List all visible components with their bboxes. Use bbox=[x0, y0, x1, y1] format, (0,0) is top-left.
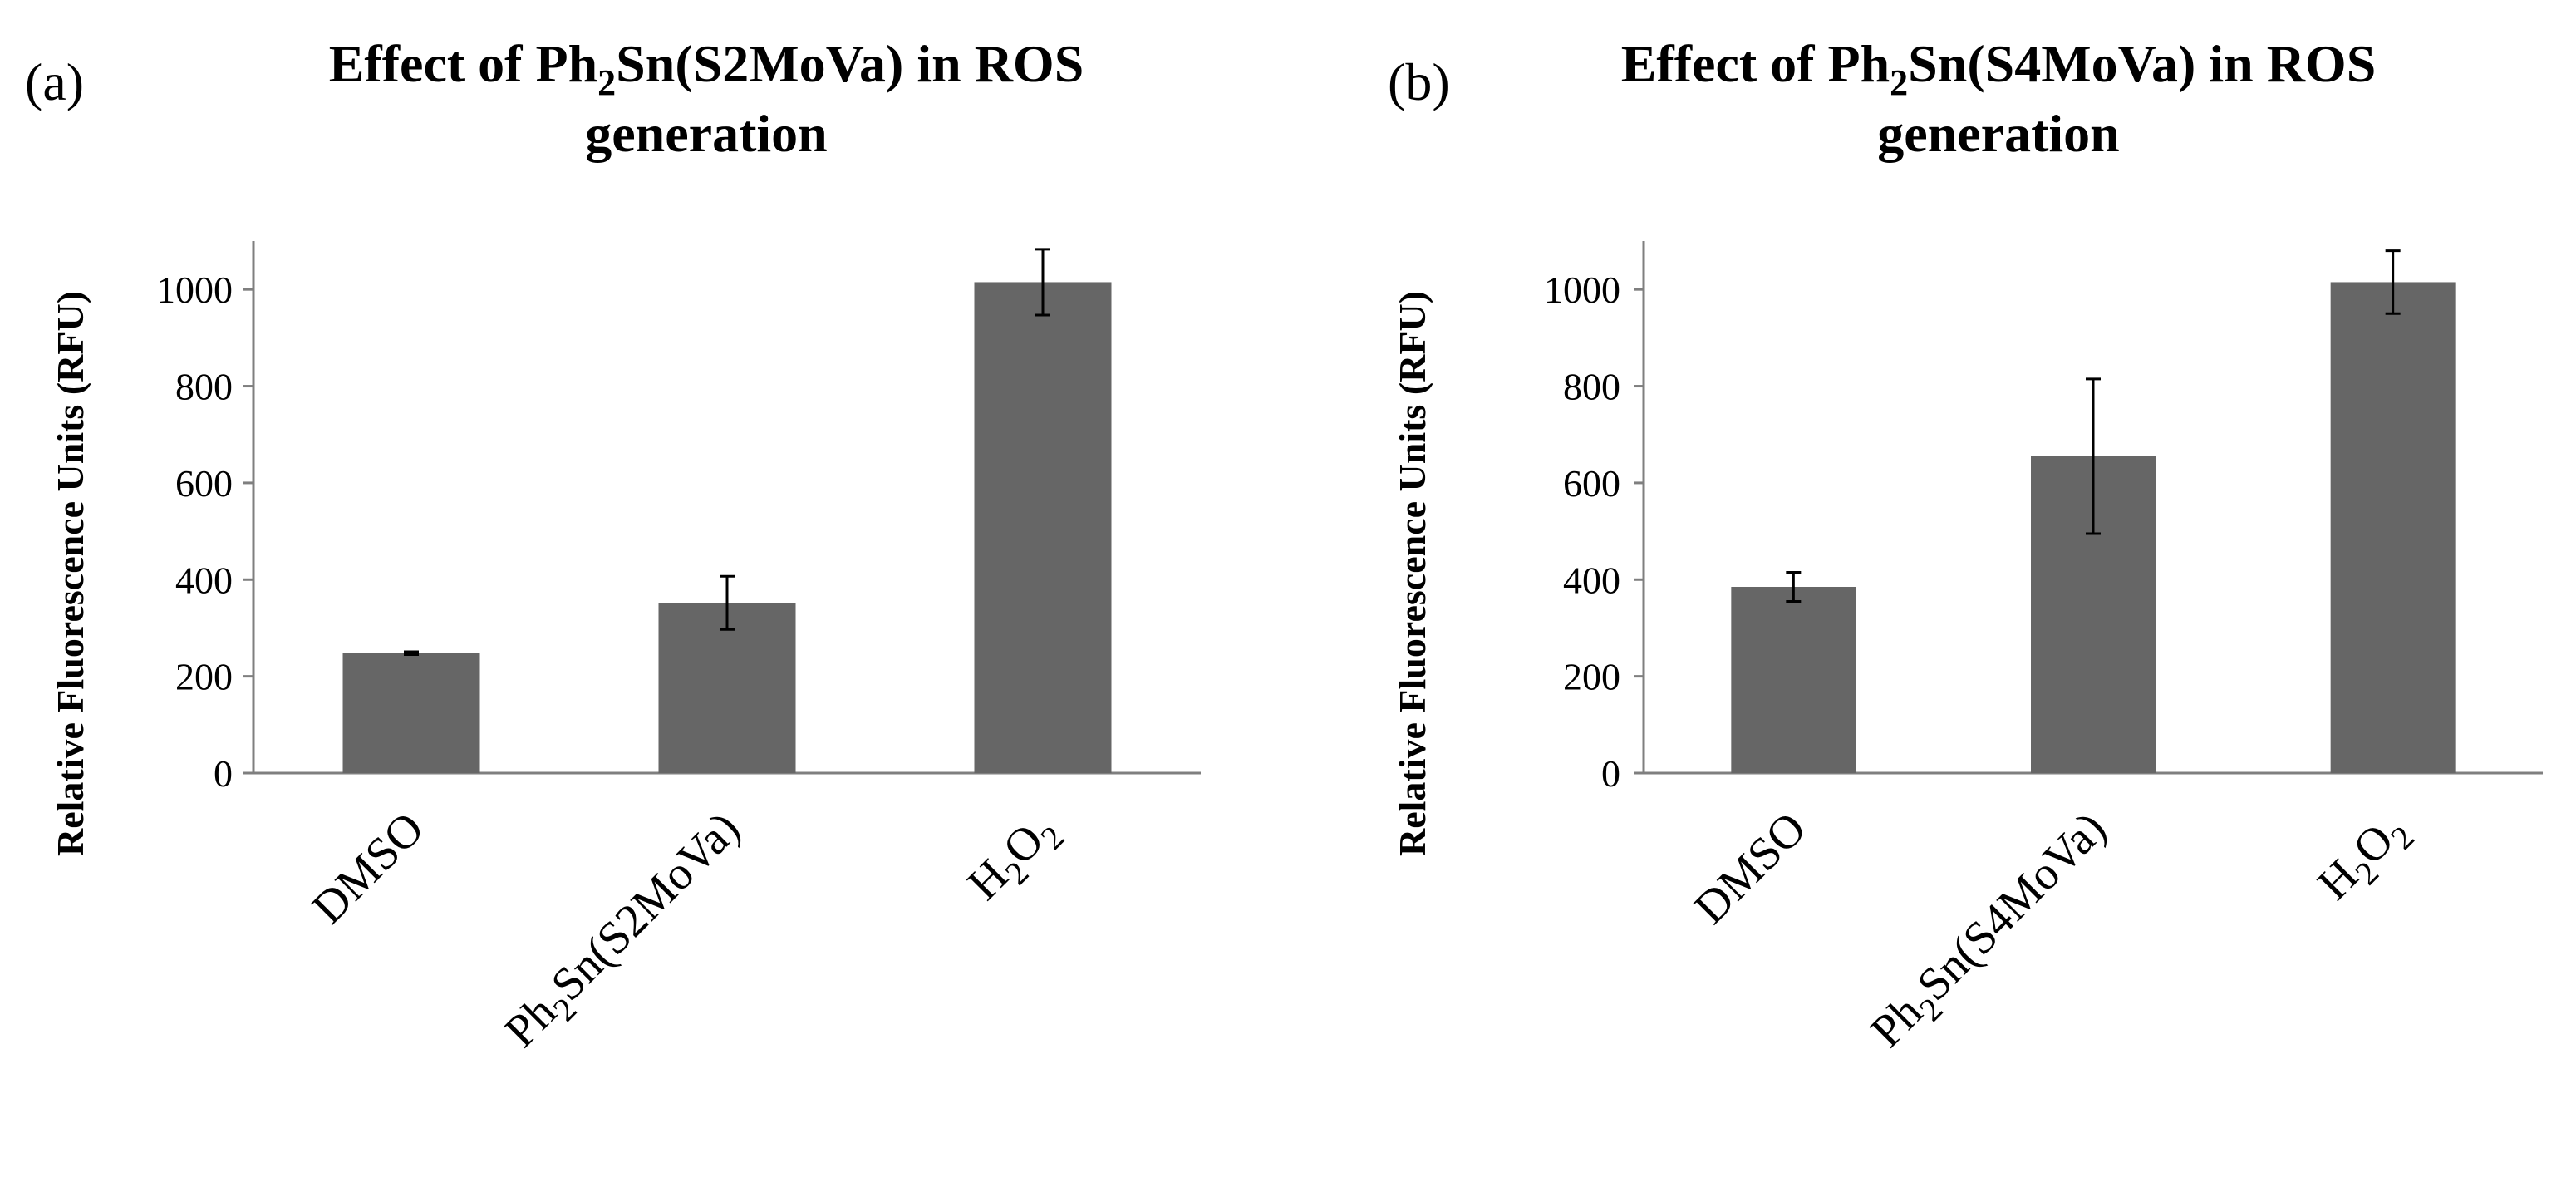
y-tick-label: 800 bbox=[1563, 366, 1620, 408]
y-tick-label: 200 bbox=[1563, 656, 1620, 698]
title-segment: Effect of Ph bbox=[1621, 34, 1890, 93]
y-tick-label: 600 bbox=[1563, 462, 1620, 505]
bar bbox=[658, 603, 796, 773]
text-segment: Sn(S2MoVa) bbox=[542, 802, 750, 1011]
bar bbox=[2330, 282, 2456, 773]
chart-title-line-2: generation bbox=[585, 104, 828, 163]
x-tick-label: H2O2 bbox=[958, 802, 1071, 915]
bar bbox=[1731, 587, 1856, 773]
y-tick-label: 200 bbox=[175, 656, 233, 698]
y-tick-label: 0 bbox=[214, 752, 233, 795]
title-segment: generation bbox=[585, 104, 828, 163]
y-tick-label: 800 bbox=[175, 366, 233, 408]
title-subscript: 2 bbox=[1890, 62, 1908, 103]
y-axis-label: Relative Fluorescence Units (RFU) bbox=[49, 291, 91, 856]
chart-panel-a: (a) Effect of Ph2Sn(S2MoVa) in ROSgenerat… bbox=[25, 34, 1201, 1063]
y-tick-label: 1000 bbox=[156, 268, 233, 311]
panel-label: (b) bbox=[1388, 52, 1450, 111]
title-segment: Sn(S4MoVa) in ROS bbox=[1908, 34, 2376, 93]
title-segment: Sn(S2MoVa) in ROS bbox=[616, 34, 1084, 93]
y-tick-label: 400 bbox=[175, 559, 233, 601]
x-tick-label: H2O2 bbox=[2308, 802, 2421, 915]
text-segment: Sn(S4MoVa) bbox=[1908, 802, 2116, 1011]
x-tick-label: DMSO bbox=[1684, 802, 1816, 933]
y-tick-label: 400 bbox=[1563, 559, 1620, 601]
x-tick-label: Ph2Sn(S4MoVa) bbox=[1861, 802, 2122, 1063]
panel-label: (a) bbox=[25, 52, 84, 111]
chart-title-line-2: generation bbox=[1877, 104, 2120, 163]
title-segment: generation bbox=[1877, 104, 2120, 163]
y-tick-label: 600 bbox=[175, 462, 233, 505]
x-tick-label: DMSO bbox=[302, 802, 434, 933]
title-subscript: 2 bbox=[597, 62, 616, 103]
chart-title: Effect of Ph2Sn(S4MoVa) in ROS bbox=[1621, 34, 2377, 103]
text-segment: DMSO bbox=[302, 802, 434, 933]
y-tick-label: 1000 bbox=[1544, 268, 1620, 311]
chart-title: Effect of Ph2Sn(S2MoVa) in ROS bbox=[329, 34, 1084, 103]
bar bbox=[974, 282, 1112, 773]
chart-panel-b: (b) Effect of Ph2Sn(S4MoVa) in ROSgenerat… bbox=[1388, 34, 2543, 1063]
x-tick-label: Ph2Sn(S2MoVa) bbox=[495, 802, 756, 1063]
bar bbox=[342, 653, 480, 773]
y-axis-label: Relative Fluorescence Units (RFU) bbox=[1391, 291, 1433, 856]
y-tick-label: 0 bbox=[1601, 752, 1620, 795]
text-segment: DMSO bbox=[1684, 802, 1816, 933]
title-segment: Effect of Ph bbox=[329, 34, 597, 93]
